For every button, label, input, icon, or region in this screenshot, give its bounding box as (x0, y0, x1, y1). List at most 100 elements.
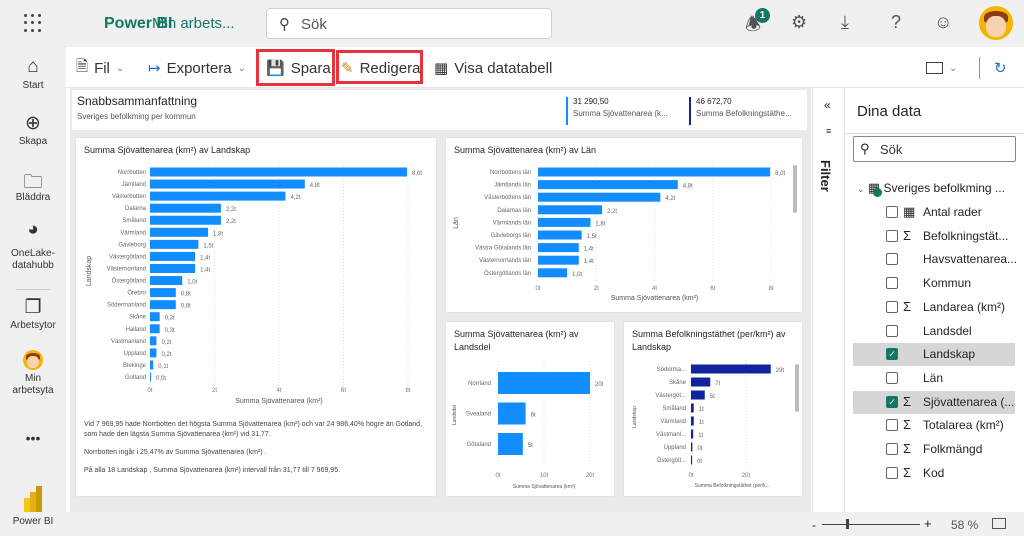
nav-browse[interactable]: 🗀 Bläddra (0, 168, 66, 203)
data-search-input[interactable]: ⚲ Sök (853, 136, 1016, 162)
bar[interactable] (150, 276, 183, 286)
bar[interactable] (538, 180, 678, 190)
bar[interactable] (538, 268, 568, 278)
bar[interactable] (150, 336, 157, 346)
bar[interactable] (150, 239, 199, 249)
checkbox[interactable] (886, 419, 898, 432)
bar[interactable] (150, 372, 151, 382)
bar[interactable] (691, 403, 694, 413)
kpi-lake-area[interactable]: 31 290,50 Summa Sjövattenarea (k... (566, 97, 668, 125)
workspace-breadcrumb[interactable]: Min arbets... (152, 15, 235, 32)
bar[interactable] (150, 215, 221, 225)
table-node[interactable]: ⌄ ▦ Sveriges befolkming ... (857, 180, 1022, 198)
nav-create[interactable]: ⊕ Skapa (0, 112, 66, 147)
bar[interactable] (150, 288, 176, 298)
checkbox[interactable] (886, 253, 898, 266)
field-item[interactable]: Län (853, 367, 1015, 390)
checkbox[interactable] (886, 371, 898, 384)
field-item[interactable]: ▦ Antal rader (853, 201, 1015, 224)
edit-button[interactable]: ✎ Redigera (341, 56, 420, 80)
bar[interactable] (538, 205, 603, 215)
field-item[interactable]: ✓ Σ Sjövattenarea (... (853, 390, 1015, 414)
bar[interactable] (150, 167, 408, 177)
fit-to-page-icon[interactable] (992, 518, 1006, 529)
nav-workspaces[interactable]: ❐ Arbetsytor (0, 296, 66, 331)
bar[interactable] (150, 263, 196, 273)
bar[interactable] (150, 300, 176, 310)
bar[interactable] (691, 377, 711, 387)
bar[interactable] (150, 203, 221, 213)
checkbox[interactable] (886, 466, 898, 479)
field-item[interactable]: Havsvattenarea... (853, 248, 1017, 271)
bar[interactable] (538, 167, 771, 177)
bar[interactable] (498, 433, 523, 455)
field-item[interactable]: Kommun (853, 272, 1015, 295)
zoom-in-button[interactable]: + (924, 516, 932, 531)
field-item[interactable]: Landsdel (853, 320, 1015, 343)
filter-label[interactable]: Filter (818, 160, 833, 192)
bar[interactable] (538, 243, 579, 253)
app-launcher-icon[interactable] (24, 14, 42, 32)
export-menu[interactable]: ↦ Exportera ⌄ (148, 56, 246, 80)
bar[interactable] (150, 251, 196, 261)
bar[interactable] (691, 429, 694, 439)
brand-name[interactable]: Power BI (104, 15, 173, 32)
bar[interactable] (150, 227, 209, 237)
bar[interactable] (498, 402, 526, 425)
nav-onelake[interactable]: ◕ OneLake-datahubb (0, 220, 66, 272)
gear-icon[interactable]: ⚙ (791, 12, 808, 32)
bar[interactable] (150, 348, 157, 358)
bar[interactable] (150, 324, 160, 334)
bar[interactable] (538, 230, 582, 240)
collapse-chevrons-icon[interactable]: « (824, 98, 831, 112)
scrollbar[interactable] (793, 165, 797, 213)
checkbox[interactable] (886, 443, 898, 455)
zoom-slider-handle[interactable] (846, 519, 849, 529)
bar[interactable] (150, 312, 160, 322)
scrollbar[interactable] (795, 364, 799, 412)
bar[interactable] (538, 192, 661, 202)
chart-lake-area-by-landsdel[interactable]: Summa Sjövattenarea (km²) av Landsdel 0t… (445, 321, 615, 497)
chart-lake-area-by-landskap[interactable]: Summa Sjövattenarea (km²) av Landskap 0t… (75, 137, 437, 497)
bar[interactable] (691, 390, 705, 400)
checkbox[interactable] (886, 324, 898, 337)
field-item[interactable]: ✓ Landskap (853, 343, 1015, 367)
feedback-smiley-icon[interactable]: ☺ (934, 12, 953, 32)
checkbox[interactable] (886, 300, 898, 313)
field-item[interactable]: Σ Befolkningstät... (853, 225, 1015, 248)
zoom-slider[interactable] (822, 524, 920, 525)
download-icon[interactable]: ⤓ (841, 12, 849, 32)
field-item[interactable]: Σ Kod (853, 462, 1015, 485)
checkbox[interactable]: ✓ (886, 395, 898, 408)
kpi-population-density[interactable]: 46 672,70 Summa Befolkningstäthe... (689, 97, 792, 125)
filter-pane-collapsed[interactable]: « ≡ Filter (812, 88, 845, 512)
bar[interactable] (691, 442, 693, 452)
nav-start[interactable]: ⌂ Start (0, 56, 66, 91)
bar[interactable] (538, 255, 579, 265)
field-item[interactable]: Σ Landarea (km²) (853, 296, 1015, 319)
view-mode-dropdown[interactable]: ⌄ (926, 56, 957, 80)
bar[interactable] (691, 364, 771, 374)
bar[interactable] (538, 217, 591, 227)
bar[interactable] (150, 191, 286, 201)
show-datatable-button[interactable]: ▦ Visa datatabell (434, 56, 552, 80)
nav-my-workspace[interactable]: Min arbetsyta (0, 350, 66, 397)
field-item[interactable]: Σ Folkmängd (853, 438, 1015, 461)
bar[interactable] (691, 455, 693, 465)
bar[interactable] (150, 360, 154, 370)
bar[interactable] (150, 179, 305, 189)
chart-lake-area-by-lan[interactable]: Summa Sjövattenarea (km²) av Län 0t 2t 4t 6… (445, 137, 803, 313)
user-avatar[interactable] (979, 6, 1013, 40)
chart-density-by-landskap[interactable]: Summa Befolkningstäthet (per/km²) av Lan… (623, 321, 803, 497)
checkbox[interactable] (886, 206, 898, 218)
checkbox[interactable] (886, 229, 898, 242)
bar[interactable] (691, 416, 694, 426)
bar[interactable] (498, 372, 590, 394)
zoom-out-button[interactable]: - (812, 518, 816, 532)
nav-powerbi[interactable]: Power BI (0, 486, 66, 527)
file-menu[interactable]: 🗎 Fil ⌄ (76, 56, 124, 80)
refresh-icon[interactable]: ↻ (994, 60, 1007, 77)
global-search-input[interactable]: ⚲ Sök (266, 8, 552, 39)
checkbox[interactable] (886, 277, 898, 290)
more-icon[interactable]: ••• (25, 430, 41, 446)
